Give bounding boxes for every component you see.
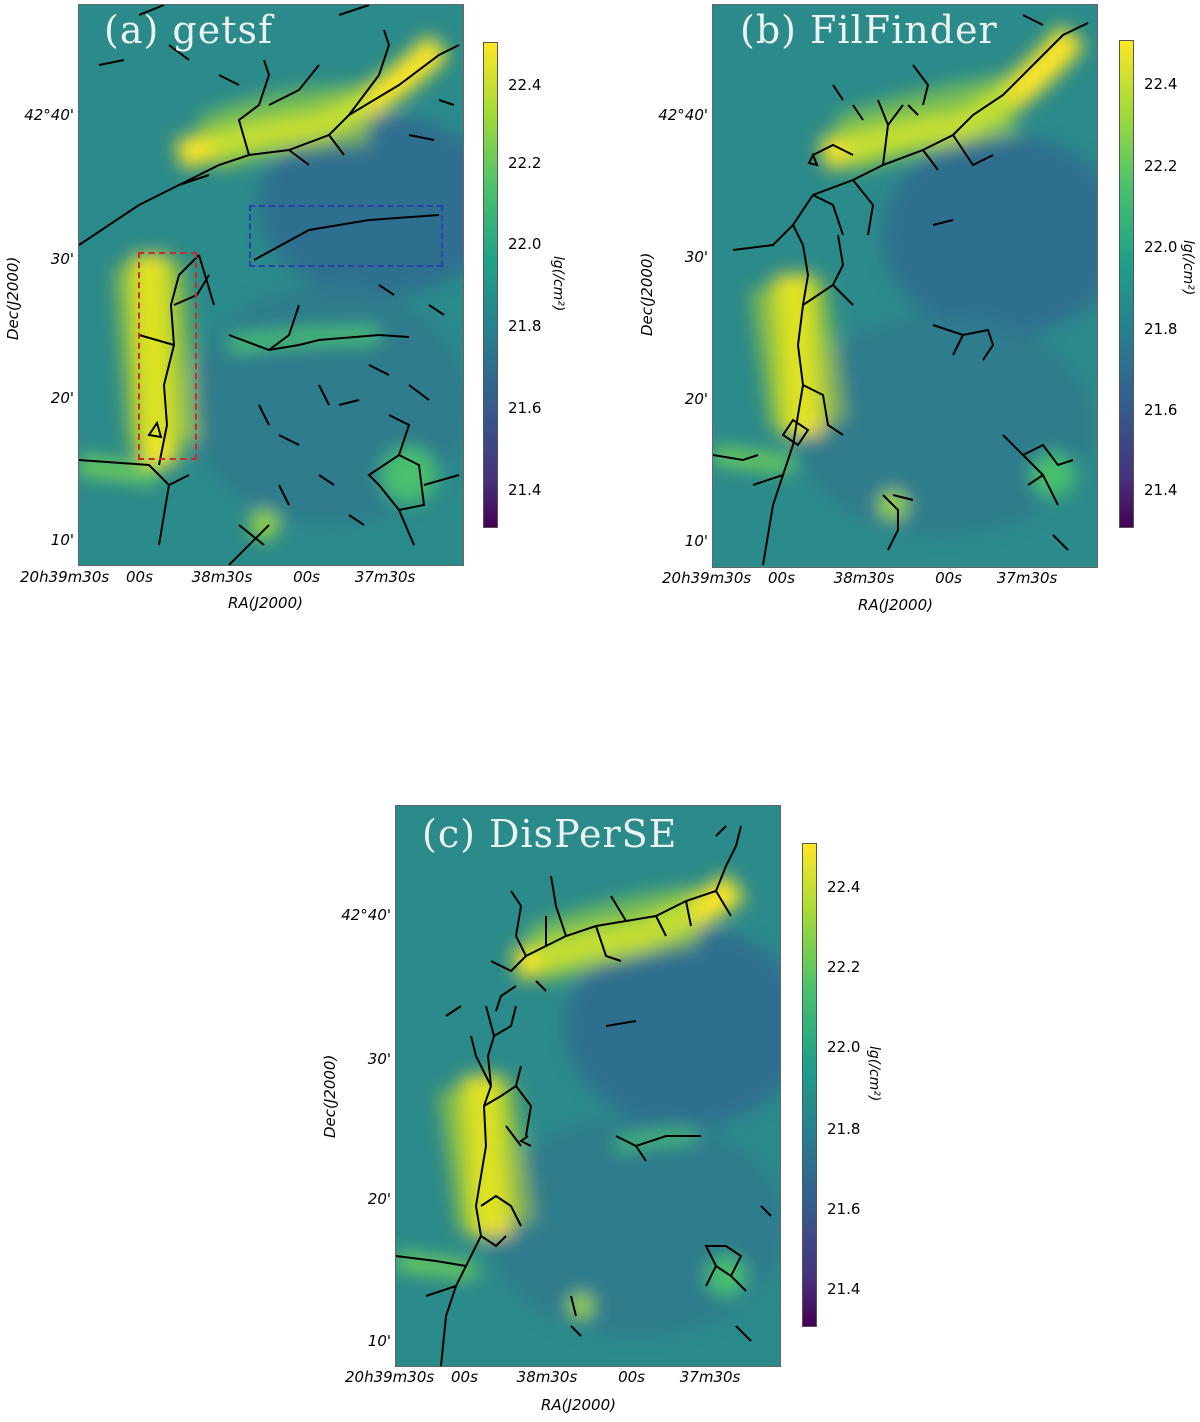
panel-b-colorbar	[1119, 40, 1134, 528]
panel-a-xtick-1: 00s	[125, 568, 153, 586]
panel-c-xtick-2: 38m30s	[516, 1368, 578, 1386]
panel-c-xtick-4: 37m30s	[679, 1368, 741, 1386]
panel-b-ytick-0: 42°40'	[658, 106, 708, 124]
panel-a-cbtick-3: 21.8	[508, 317, 542, 335]
panel-b-ytick-1: 30'	[684, 248, 708, 266]
panel-c-xtick-0: 20h39m30s	[345, 1368, 435, 1386]
panel-b-cbtick-0: 22.4	[1144, 75, 1178, 93]
panel-b-cbtick-4: 21.6	[1144, 401, 1178, 419]
panel-c-cbtick-5: 21.4	[827, 1280, 861, 1298]
panel-a-xtick-3: 00s	[293, 568, 320, 586]
panel-a-cbtick-1: 22.2	[508, 154, 542, 172]
panel-a-map	[78, 4, 464, 566]
panel-c-cbtick-0: 22.4	[827, 878, 861, 896]
panel-c-cbtick-4: 21.6	[827, 1200, 861, 1218]
panel-a-colorbar-title: lg(/cm²)	[550, 256, 566, 312]
panel-b-image	[713, 5, 1097, 567]
panel-b-colorbar-title: lg(/cm²)	[1180, 240, 1196, 296]
panel-b-ytick-3: 10'	[684, 532, 708, 550]
panel-c-ytick-2: 20'	[367, 1190, 391, 1208]
panel-c-cbtick-1: 22.2	[827, 958, 861, 976]
panel-a-cbtick-2: 22.0	[508, 235, 542, 253]
panel-c-cbtick-3: 21.8	[827, 1120, 861, 1138]
panel-c-xtick-1: 00s	[450, 1368, 478, 1386]
panel-b-xtick-2: 38m30s	[833, 569, 895, 587]
red-dashed-box	[138, 252, 197, 460]
panel-b-xtick-4: 37m30s	[996, 569, 1058, 587]
panel-c-image	[396, 806, 780, 1366]
panel-c-ytick-1: 30'	[367, 1050, 391, 1068]
panel-b-ylabel: Dec(J2000)	[638, 252, 656, 336]
panel-c-label: (c) DisPerSE	[422, 812, 678, 856]
panel-a-ytick-1: 30'	[50, 250, 74, 268]
panel-b-xtick-3: 00s	[935, 569, 962, 587]
panel-b-cbtick-2: 22.0	[1144, 238, 1178, 256]
panel-a-ytick-3: 10'	[50, 531, 74, 549]
panel-a-label: (a) getsf	[104, 8, 274, 52]
blue-dashed-box	[249, 205, 443, 267]
panel-a-ytick-0: 42°40'	[24, 106, 74, 124]
panel-b-xtick-1: 00s	[767, 569, 795, 587]
panel-c-xlabel: RA(J2000)	[541, 1396, 616, 1414]
panel-b-cbtick-1: 22.2	[1144, 157, 1178, 175]
panel-a-xticks: 20h39m30s 00s 38m30s 00s 37m30s	[20, 568, 415, 586]
panel-a-xtick-0: 20h39m30s	[20, 568, 110, 586]
panel-a-ylabel: Dec(J2000)	[4, 256, 22, 340]
panel-c-colorbar	[802, 843, 817, 1327]
panel-a-xlabel: RA(J2000)	[228, 594, 303, 612]
panel-a-colorbar	[483, 42, 498, 528]
panel-b-cbtick-5: 21.4	[1144, 481, 1178, 499]
panel-b-xlabel: RA(J2000)	[858, 596, 933, 614]
panel-c-colorbar-title: lg(/cm²)	[866, 1046, 882, 1102]
panel-c-ytick-0: 42°40'	[341, 906, 391, 924]
panel-a-cbtick-5: 21.4	[508, 481, 542, 499]
panel-c-map	[395, 805, 781, 1367]
panel-a-cbtick-4: 21.6	[508, 399, 542, 417]
panel-c-ytick-3: 10'	[367, 1332, 391, 1350]
panel-c-ylabel: Dec(J2000)	[321, 1054, 339, 1138]
panel-a-xtick-4: 37m30s	[354, 568, 416, 586]
panel-a-cbtick-0: 22.4	[508, 76, 542, 94]
panel-b-cbtick-3: 21.8	[1144, 320, 1178, 338]
panel-b-xtick-0: 20h39m30s	[662, 569, 752, 587]
panel-b-xticks: 20h39m30s 00s 38m30s 00s 37m30s	[662, 569, 1057, 587]
panel-b-ytick-2: 20'	[684, 390, 708, 408]
panel-c-cbtick-2: 22.0	[827, 1038, 861, 1056]
panel-c-xtick-3: 00s	[618, 1368, 645, 1386]
panel-c-xticks: 20h39m30s 00s 38m30s 00s 37m30s	[345, 1368, 740, 1386]
panel-a-ytick-2: 20'	[50, 389, 74, 407]
panel-b-label: (b) FilFinder	[740, 8, 998, 52]
panel-a-xtick-2: 38m30s	[191, 568, 253, 586]
panel-b-map	[712, 4, 1098, 568]
panel-a-image	[79, 5, 463, 565]
